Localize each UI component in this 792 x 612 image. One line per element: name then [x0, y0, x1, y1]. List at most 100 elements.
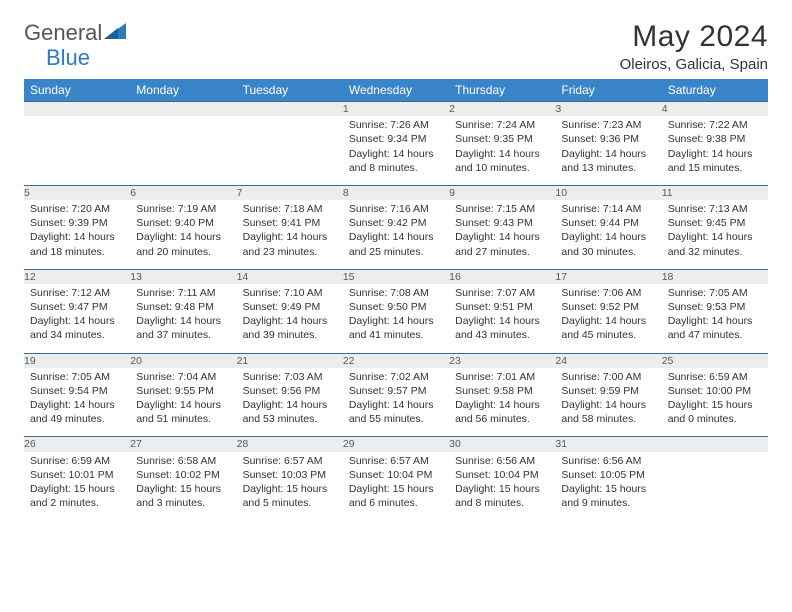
daynum-row: 262728293031	[24, 437, 768, 452]
daylight-text: Daylight: 14 hours and 13 minutes.	[561, 147, 655, 175]
sunrise-text: Sunrise: 7:14 AM	[561, 202, 655, 216]
daylight-text: Daylight: 14 hours and 10 minutes.	[455, 147, 549, 175]
day-cell	[24, 116, 130, 185]
sunset-text: Sunset: 9:44 PM	[561, 216, 655, 230]
day-cell: Sunrise: 7:04 AMSunset: 9:55 PMDaylight:…	[130, 368, 236, 437]
daylight-text: Daylight: 14 hours and 58 minutes.	[561, 398, 655, 426]
day-cell: Sunrise: 7:06 AMSunset: 9:52 PMDaylight:…	[555, 284, 661, 353]
day-number: 18	[662, 269, 768, 284]
day-header: Monday	[130, 79, 236, 102]
daylight-text: Daylight: 14 hours and 56 minutes.	[455, 398, 549, 426]
sunrise-text: Sunrise: 7:13 AM	[668, 202, 762, 216]
day-cell: Sunrise: 7:12 AMSunset: 9:47 PMDaylight:…	[24, 284, 130, 353]
sunrise-text: Sunrise: 6:58 AM	[136, 454, 230, 468]
day-number: 17	[555, 269, 661, 284]
sunset-text: Sunset: 10:04 PM	[349, 468, 443, 482]
sunset-text: Sunset: 9:43 PM	[455, 216, 549, 230]
sunrise-text: Sunrise: 7:05 AM	[30, 370, 124, 384]
day-cell: Sunrise: 6:58 AMSunset: 10:02 PMDaylight…	[130, 452, 236, 521]
day-number: 7	[237, 185, 343, 200]
sunset-text: Sunset: 10:02 PM	[136, 468, 230, 482]
day-cell: Sunrise: 7:00 AMSunset: 9:59 PMDaylight:…	[555, 368, 661, 437]
day-cell: Sunrise: 7:07 AMSunset: 9:51 PMDaylight:…	[449, 284, 555, 353]
day-number: 29	[343, 437, 449, 452]
sunset-text: Sunset: 10:00 PM	[668, 384, 762, 398]
day-cell	[662, 452, 768, 521]
day-cell: Sunrise: 7:19 AMSunset: 9:40 PMDaylight:…	[130, 200, 236, 269]
sunset-text: Sunset: 9:41 PM	[243, 216, 337, 230]
day-cell: Sunrise: 7:15 AMSunset: 9:43 PMDaylight:…	[449, 200, 555, 269]
day-number: 13	[130, 269, 236, 284]
day-number: 20	[130, 353, 236, 368]
sunrise-text: Sunrise: 7:15 AM	[455, 202, 549, 216]
day-number: 26	[24, 437, 130, 452]
sunset-text: Sunset: 9:52 PM	[561, 300, 655, 314]
sunrise-text: Sunrise: 7:18 AM	[243, 202, 337, 216]
daylight-text: Daylight: 14 hours and 49 minutes.	[30, 398, 124, 426]
day-cell: Sunrise: 7:26 AMSunset: 9:34 PMDaylight:…	[343, 116, 449, 185]
day-number: 28	[237, 437, 343, 452]
day-number	[130, 102, 236, 117]
sunset-text: Sunset: 9:34 PM	[349, 132, 443, 146]
day-number: 30	[449, 437, 555, 452]
day-cell: Sunrise: 7:11 AMSunset: 9:48 PMDaylight:…	[130, 284, 236, 353]
sunset-text: Sunset: 9:58 PM	[455, 384, 549, 398]
day-number: 23	[449, 353, 555, 368]
day-number	[24, 102, 130, 117]
logo-text-general: General	[24, 20, 102, 46]
daylight-text: Daylight: 14 hours and 30 minutes.	[561, 230, 655, 258]
day-cell: Sunrise: 6:59 AMSunset: 10:00 PMDaylight…	[662, 368, 768, 437]
day-number: 3	[555, 102, 661, 117]
day-content-row: Sunrise: 6:59 AMSunset: 10:01 PMDaylight…	[24, 452, 768, 521]
daylight-text: Daylight: 14 hours and 27 minutes.	[455, 230, 549, 258]
daylight-text: Daylight: 14 hours and 37 minutes.	[136, 314, 230, 342]
sunset-text: Sunset: 9:54 PM	[30, 384, 124, 398]
day-cell: Sunrise: 6:57 AMSunset: 10:04 PMDaylight…	[343, 452, 449, 521]
daylight-text: Daylight: 15 hours and 9 minutes.	[561, 482, 655, 510]
day-cell: Sunrise: 6:57 AMSunset: 10:03 PMDaylight…	[237, 452, 343, 521]
sunset-text: Sunset: 10:03 PM	[243, 468, 337, 482]
day-cell: Sunrise: 7:16 AMSunset: 9:42 PMDaylight:…	[343, 200, 449, 269]
sunrise-text: Sunrise: 7:23 AM	[561, 118, 655, 132]
logo-text-blue: Blue	[46, 45, 90, 70]
day-number: 31	[555, 437, 661, 452]
sunrise-text: Sunrise: 7:12 AM	[30, 286, 124, 300]
sunrise-text: Sunrise: 6:57 AM	[243, 454, 337, 468]
day-header: Wednesday	[343, 79, 449, 102]
daylight-text: Daylight: 14 hours and 53 minutes.	[243, 398, 337, 426]
sunrise-text: Sunrise: 7:01 AM	[455, 370, 549, 384]
daylight-text: Daylight: 14 hours and 55 minutes.	[349, 398, 443, 426]
day-number: 6	[130, 185, 236, 200]
day-cell: Sunrise: 6:59 AMSunset: 10:01 PMDaylight…	[24, 452, 130, 521]
day-cell	[130, 116, 236, 185]
day-number: 24	[555, 353, 661, 368]
day-cell	[237, 116, 343, 185]
day-number: 15	[343, 269, 449, 284]
sunrise-text: Sunrise: 7:19 AM	[136, 202, 230, 216]
day-cell: Sunrise: 7:23 AMSunset: 9:36 PMDaylight:…	[555, 116, 661, 185]
day-number	[237, 102, 343, 117]
daylight-text: Daylight: 14 hours and 43 minutes.	[455, 314, 549, 342]
sunrise-text: Sunrise: 7:26 AM	[349, 118, 443, 132]
day-number: 27	[130, 437, 236, 452]
day-cell: Sunrise: 7:10 AMSunset: 9:49 PMDaylight:…	[237, 284, 343, 353]
daylight-text: Daylight: 15 hours and 6 minutes.	[349, 482, 443, 510]
day-cell: Sunrise: 7:01 AMSunset: 9:58 PMDaylight:…	[449, 368, 555, 437]
daylight-text: Daylight: 14 hours and 45 minutes.	[561, 314, 655, 342]
day-content-row: Sunrise: 7:05 AMSunset: 9:54 PMDaylight:…	[24, 368, 768, 437]
sunset-text: Sunset: 9:55 PM	[136, 384, 230, 398]
daylight-text: Daylight: 14 hours and 20 minutes.	[136, 230, 230, 258]
day-cell: Sunrise: 7:22 AMSunset: 9:38 PMDaylight:…	[662, 116, 768, 185]
sunrise-text: Sunrise: 7:08 AM	[349, 286, 443, 300]
daylight-text: Daylight: 14 hours and 23 minutes.	[243, 230, 337, 258]
sunrise-text: Sunrise: 7:22 AM	[668, 118, 762, 132]
day-number: 1	[343, 102, 449, 117]
sunset-text: Sunset: 9:56 PM	[243, 384, 337, 398]
daylight-text: Daylight: 14 hours and 41 minutes.	[349, 314, 443, 342]
day-content-row: Sunrise: 7:12 AMSunset: 9:47 PMDaylight:…	[24, 284, 768, 353]
sunrise-text: Sunrise: 6:56 AM	[561, 454, 655, 468]
day-number: 8	[343, 185, 449, 200]
daylight-text: Daylight: 15 hours and 8 minutes.	[455, 482, 549, 510]
daynum-row: 12131415161718	[24, 269, 768, 284]
day-content-row: Sunrise: 7:20 AMSunset: 9:39 PMDaylight:…	[24, 200, 768, 269]
